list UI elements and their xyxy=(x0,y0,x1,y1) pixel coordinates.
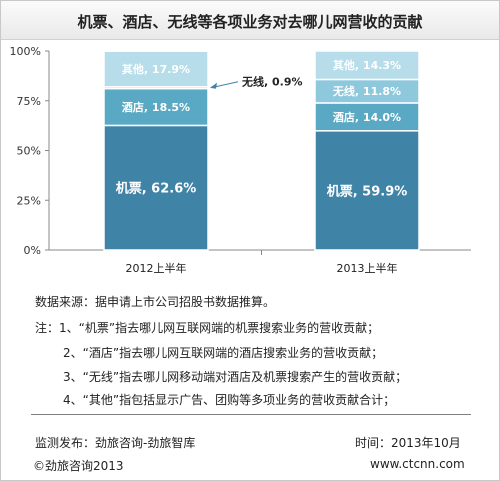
y-tick-label: 75% xyxy=(17,95,41,108)
y-tick-label: 25% xyxy=(17,194,41,207)
data-source-note: 数据来源：据申请上市公司招股书数据推算。 xyxy=(35,295,276,309)
data-label-酒店: 酒店, 14.0% xyxy=(333,110,401,124)
note-2: 2、“酒店”指去哪儿网互联网端的酒店搜索业务的营收贡献； xyxy=(63,346,384,360)
bar-segment-机票 xyxy=(103,124,209,251)
stacked-bar-chart: 0% 25% 50% 75% 100% 2012上半年 2013上半年 机票, 62.6% 酒店… xyxy=(10,45,471,275)
note-3: 3、“无线”指去哪儿网移动端对酒店及机票搜索产生的营收贡献； xyxy=(63,370,408,384)
data-label-其他: 其他, 17.9% xyxy=(122,62,190,76)
x-category-label: 2012上半年 xyxy=(126,261,187,275)
copyright-text: ©劲旅咨询2013 xyxy=(33,459,124,473)
y-tick-label: 100% xyxy=(10,45,41,58)
bar-segment-其他 xyxy=(314,50,420,81)
bar-segment-酒店 xyxy=(103,87,209,127)
data-label-其他: 其他, 14.3% xyxy=(333,58,401,72)
data-label-无线: 无线, 11.8% xyxy=(332,84,401,98)
callout-label: 无线, 0.9% xyxy=(241,75,303,89)
publisher-text: 监测发布：劲旅咨询-劲旅智库 xyxy=(35,436,196,450)
chart-title: 机票、酒店、无线等各项业务对去哪儿网营收的贡献 xyxy=(77,13,423,31)
y-tick-label: 0% xyxy=(24,244,41,257)
note-1: 注：1、“机票”指去哪儿网互联网端的机票搜索业务的营收贡献； xyxy=(35,321,380,335)
y-tick-label: 50% xyxy=(17,145,41,158)
bar-segment-酒店 xyxy=(314,102,420,132)
data-label-机票: 机票, 59.9% xyxy=(327,183,408,199)
data-label-机票: 机票, 62.6% xyxy=(116,181,197,197)
data-label-酒店: 酒店, 18.5% xyxy=(122,100,190,114)
callout-arrow-head xyxy=(210,82,217,89)
bar-segment-其他 xyxy=(103,50,209,88)
x-category-label: 2013上半年 xyxy=(337,261,398,275)
divider-line xyxy=(31,414,471,415)
note-4: 4、“其他”指包括显示广告、团购等多项业务的营收贡献合计； xyxy=(63,393,396,407)
title-bar: 机票、酒店、无线等各项业务对去哪儿网营收的贡献 xyxy=(1,1,499,40)
website-text: www.ctcnn.com xyxy=(370,457,465,471)
time-text: 时间：2013年10月 xyxy=(355,436,461,450)
bar-segment-机票 xyxy=(314,130,420,251)
